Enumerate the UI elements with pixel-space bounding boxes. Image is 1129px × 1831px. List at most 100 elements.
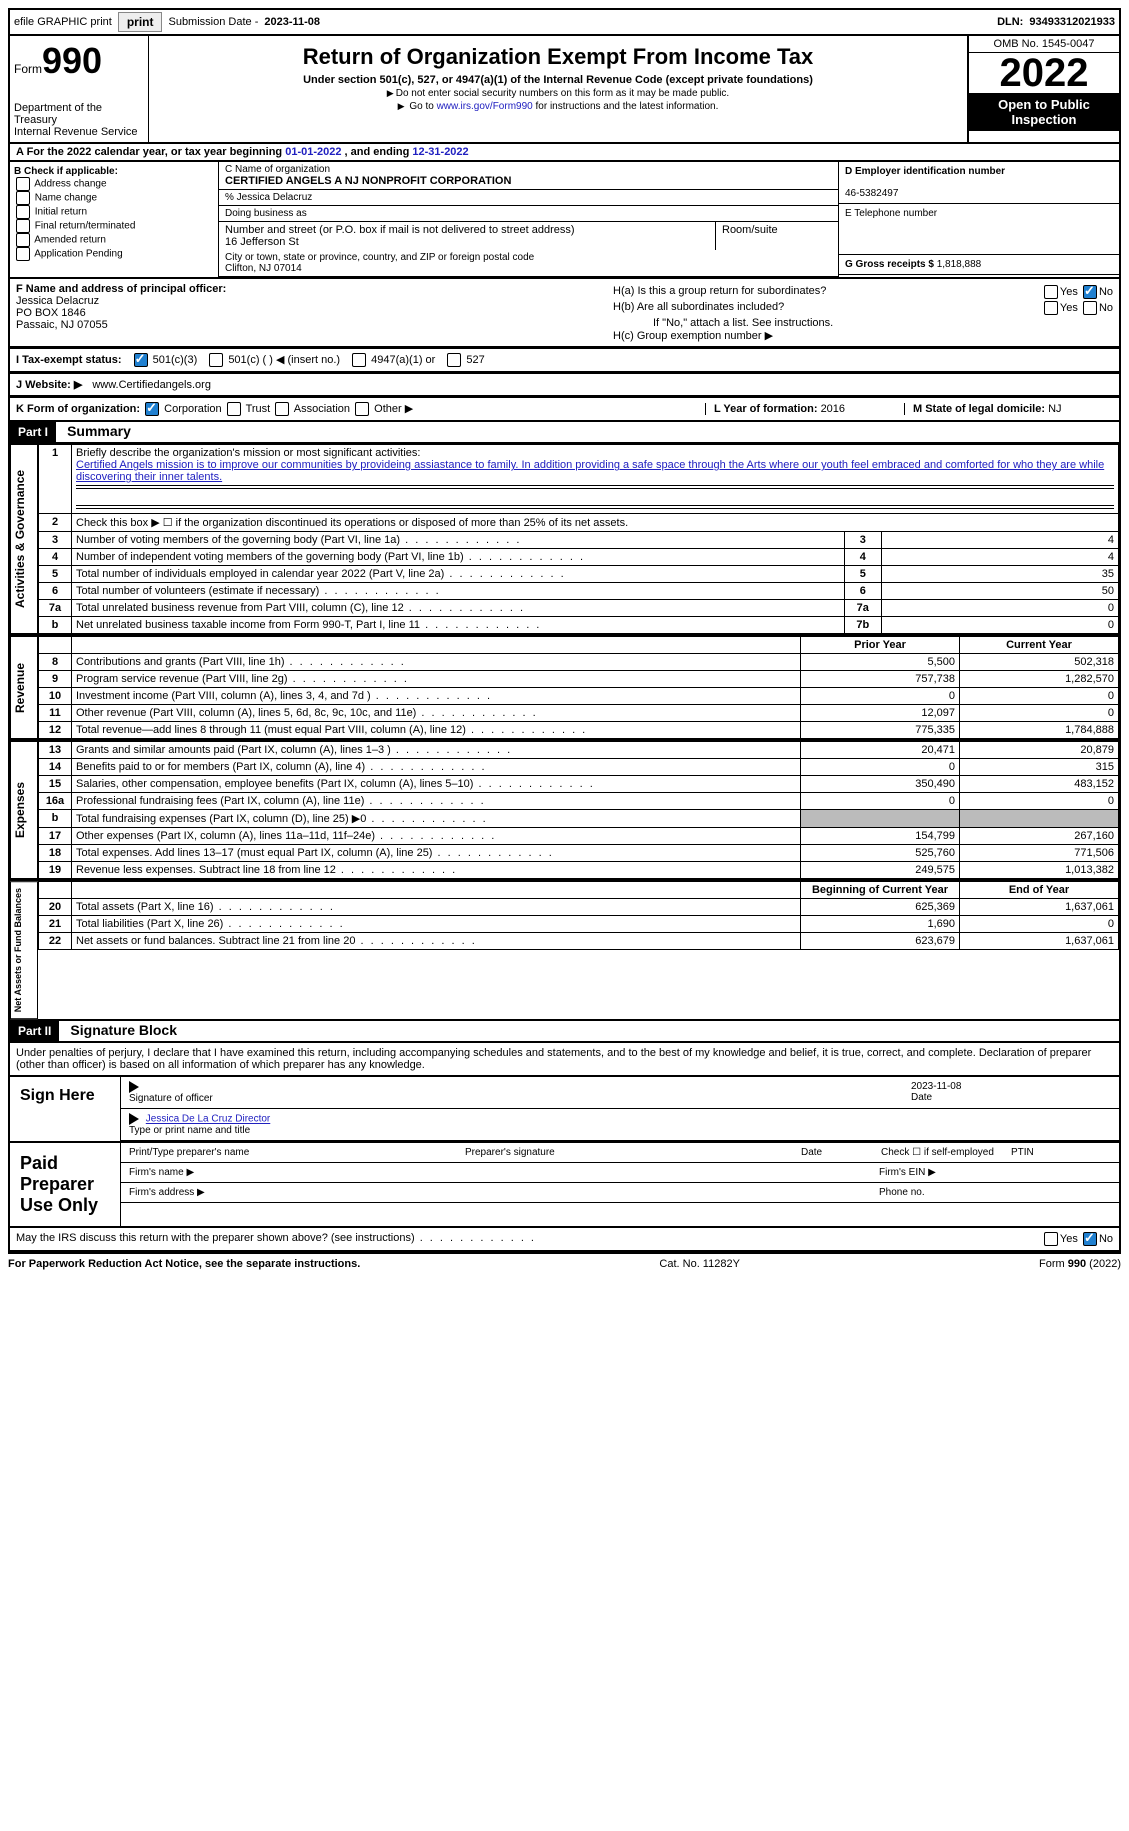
subdate-label: Submission Date - [168, 16, 258, 28]
tax-year: 2022 [969, 53, 1119, 93]
hc-q: H(c) Group exemption number ▶ [613, 329, 1113, 342]
print-button[interactable]: print [118, 12, 163, 32]
city: Clifton, NJ 07014 [225, 263, 302, 274]
hb-q: H(b) Are all subordinates included? [613, 301, 784, 315]
box-fh: F Name and address of principal officer:… [8, 279, 1121, 348]
cb-amended[interactable]: Amended return [14, 233, 214, 247]
arrow-icon [129, 1081, 139, 1093]
line-6-t: Total number of volunteers (estimate if … [72, 583, 845, 600]
officer-name: Jessica Delacruz [16, 295, 99, 307]
irs-link[interactable]: www.irs.gov/Form990 [437, 101, 533, 112]
line-4-t: Number of independent voting members of … [72, 549, 845, 566]
street: 16 Jefferson St [225, 236, 299, 248]
cb-501c[interactable]: 501(c) ( ) ◀ (insert no.) [207, 353, 340, 367]
revenue-section: Revenue Prior YearCurrent Year 8Contribu… [8, 636, 1121, 741]
col-prior: Prior Year [801, 637, 960, 654]
web-label: J Website: ▶ [16, 378, 82, 391]
may-q: May the IRS discuss this return with the… [16, 1232, 536, 1246]
activities-table: 1 Briefly describe the organization's mi… [38, 444, 1119, 634]
cb-501c3[interactable]: 501(c)(3) [132, 353, 198, 367]
gross-label: G Gross receipts $ [845, 259, 937, 270]
part2-bar: Part II Signature Block [8, 1021, 1121, 1043]
dln-value: 93493312021933 [1029, 16, 1115, 28]
line-3-v: 4 [881, 532, 1118, 549]
line-2: Check this box ▶ ☐ if the organization d… [72, 514, 1119, 532]
net-table: Beginning of Current YearEnd of Year 20T… [38, 881, 1119, 950]
line-5-v: 35 [881, 566, 1118, 583]
firm-ein: Firm's EIN ▶ [879, 1167, 1111, 1178]
irs-label: Internal Revenue Service [14, 126, 144, 138]
activities-section: Activities & Governance 1 Briefly descri… [8, 444, 1121, 636]
officer-addr2: Passaic, NJ 07055 [16, 319, 108, 331]
box-d: D Employer identification number 46-5382… [838, 162, 1119, 277]
ssn-note: Do not enter social security numbers on … [153, 88, 963, 99]
cb-initial[interactable]: Initial return [14, 205, 214, 219]
form-990: 990 [42, 40, 102, 81]
col-eoy: End of Year [960, 882, 1119, 899]
vlabel-revenue: Revenue [10, 636, 38, 739]
page-footer: For Paperwork Reduction Act Notice, see … [8, 1252, 1121, 1274]
l-val: 2016 [821, 403, 845, 415]
col-boy: Beginning of Current Year [801, 882, 960, 899]
mission-text: Certified Angels mission is to improve o… [76, 459, 1104, 483]
officer-addr1: PO BOX 1846 [16, 307, 86, 319]
phone-label: E Telephone number [845, 208, 937, 219]
line-4-v: 4 [881, 549, 1118, 566]
vlabel-net: Net Assets or Fund Balances [10, 881, 38, 1019]
form-word: Form [14, 62, 42, 76]
org-name-label: C Name of organization [225, 164, 832, 175]
box-c: C Name of organization CERTIFIED ANGELS … [219, 162, 838, 277]
cb-assoc[interactable]: Association [273, 403, 350, 415]
box-b-title: B Check if applicable: [14, 166, 118, 177]
cb-527[interactable]: 527 [445, 353, 484, 367]
subdate-value: 2023-11-08 [264, 16, 320, 28]
m-label: M State of legal domicile: [913, 403, 1048, 415]
firm-phone: Phone no. [879, 1187, 1111, 1198]
footer-left: For Paperwork Reduction Act Notice, see … [8, 1258, 360, 1270]
room-label: Room/suite [716, 222, 838, 250]
vlabel-activities: Activities & Governance [10, 444, 38, 634]
part1-hdr: Part I [10, 422, 56, 442]
netassets-section: Net Assets or Fund Balances Beginning of… [8, 881, 1121, 1021]
line-6-v: 50 [881, 583, 1118, 600]
k-row: K Form of organization: Corporation Trus… [8, 397, 1121, 422]
paid-label: Paid Preparer Use Only [10, 1143, 121, 1226]
col-current: Current Year [960, 637, 1119, 654]
prep-name-h: Print/Type preparer's name [129, 1147, 465, 1158]
vlabel-expenses: Expenses [10, 741, 38, 879]
line-5-t: Total number of individuals employed in … [72, 566, 845, 583]
public-inspection: Open to Public Inspection [969, 93, 1119, 131]
declaration: Under penalties of perjury, I declare th… [8, 1043, 1121, 1077]
cb-address[interactable]: Address change [14, 177, 214, 191]
hb-yn: Yes No [1042, 301, 1113, 315]
line-7b-t: Net unrelated business taxable income fr… [72, 617, 845, 634]
expenses-section: Expenses 13Grants and similar amounts pa… [8, 741, 1121, 881]
sign-here-row: Sign Here Signature of officer 2023-11-0… [8, 1077, 1121, 1143]
prep-ptin-h: PTIN [1011, 1147, 1111, 1158]
cb-4947[interactable]: 4947(a)(1) or [350, 353, 435, 367]
ha-yn: Yes No [1042, 285, 1113, 299]
year-end: 12-31-2022 [412, 146, 468, 158]
expenses-table: 13Grants and similar amounts paid (Part … [38, 741, 1119, 879]
revenue-table: Prior YearCurrent Year 8Contributions an… [38, 636, 1119, 739]
street-label: Number and street (or P.O. box if mail i… [225, 224, 709, 236]
part2-hdr: Part II [10, 1021, 59, 1041]
m-val: NJ [1048, 403, 1061, 415]
form-title: Return of Organization Exempt From Incom… [153, 44, 963, 70]
org-name: CERTIFIED ANGELS A NJ NONPROFIT CORPORAT… [225, 175, 511, 187]
firm-name: Firm's name ▶ [129, 1167, 879, 1178]
cb-trust[interactable]: Trust [225, 403, 271, 415]
arrow-icon [129, 1113, 139, 1125]
part1-bar: Part I Summary [8, 422, 1121, 444]
cb-other[interactable]: Other ▶ [353, 403, 413, 415]
care-of: % Jessica Delacruz [219, 190, 838, 206]
firm-addr: Firm's address ▶ [129, 1187, 879, 1198]
top-bar: efile GRAPHIC print print Submission Dat… [8, 8, 1121, 36]
cb-pending[interactable]: Application Pending [14, 247, 214, 261]
cb-name[interactable]: Name change [14, 191, 214, 205]
section-a: A For the 2022 calendar year, or tax yea… [8, 144, 1121, 162]
cb-final[interactable]: Final return/terminated [14, 219, 214, 233]
cb-corp[interactable]: Corporation [143, 403, 222, 415]
line-7a-t: Total unrelated business revenue from Pa… [72, 600, 845, 617]
part1-title: Summary [59, 423, 131, 439]
